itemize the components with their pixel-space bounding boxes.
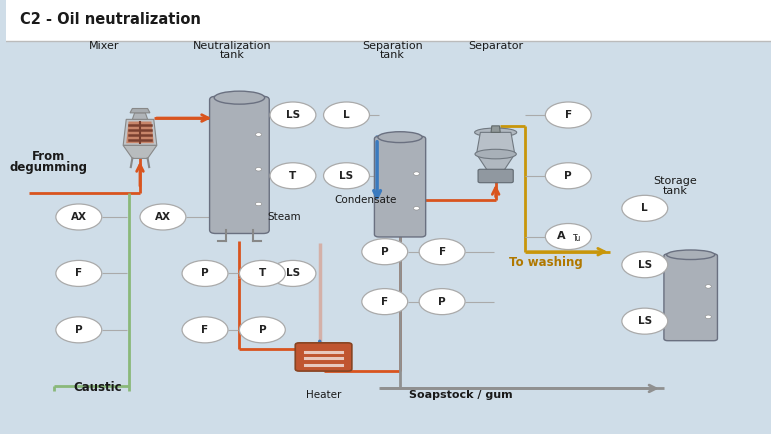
Circle shape <box>324 102 369 128</box>
Polygon shape <box>491 126 500 132</box>
Polygon shape <box>133 113 147 119</box>
Text: Storage: Storage <box>654 176 697 187</box>
Ellipse shape <box>214 91 264 104</box>
Circle shape <box>270 260 316 286</box>
Text: LS: LS <box>286 110 300 120</box>
Text: LS: LS <box>638 260 651 270</box>
Circle shape <box>270 102 316 128</box>
Polygon shape <box>476 154 515 171</box>
Text: Separator: Separator <box>468 40 524 51</box>
Circle shape <box>140 204 186 230</box>
Text: Tu: Tu <box>574 234 581 243</box>
Text: degumming: degumming <box>9 161 87 174</box>
Text: Steam: Steam <box>267 212 301 222</box>
Polygon shape <box>126 122 153 143</box>
Text: P: P <box>381 247 389 257</box>
Text: LS: LS <box>638 316 651 326</box>
Circle shape <box>270 163 316 189</box>
Text: AX: AX <box>71 212 87 222</box>
Circle shape <box>362 239 408 265</box>
FancyBboxPatch shape <box>375 136 426 237</box>
Text: A: A <box>557 230 566 241</box>
Circle shape <box>240 317 285 343</box>
Text: From: From <box>32 150 65 163</box>
Text: Condensate: Condensate <box>335 194 397 205</box>
Circle shape <box>413 207 419 210</box>
Ellipse shape <box>475 128 517 137</box>
Text: tank: tank <box>663 186 688 196</box>
Text: Separation: Separation <box>362 40 423 51</box>
Polygon shape <box>476 132 515 154</box>
Circle shape <box>240 260 285 286</box>
Circle shape <box>545 102 591 128</box>
Circle shape <box>182 260 228 286</box>
Text: LS: LS <box>339 171 354 181</box>
Ellipse shape <box>475 149 517 159</box>
FancyBboxPatch shape <box>295 343 352 371</box>
Text: P: P <box>438 296 446 307</box>
Text: F: F <box>76 268 82 279</box>
FancyBboxPatch shape <box>664 254 718 341</box>
Polygon shape <box>123 145 157 158</box>
Circle shape <box>56 204 102 230</box>
Circle shape <box>56 317 102 343</box>
Polygon shape <box>130 108 150 113</box>
Text: L: L <box>343 110 350 120</box>
Text: P: P <box>201 268 209 279</box>
Text: AX: AX <box>155 212 171 222</box>
Text: tank: tank <box>219 50 244 60</box>
Circle shape <box>362 289 408 315</box>
Text: T: T <box>259 268 266 279</box>
Circle shape <box>545 224 591 250</box>
Text: P: P <box>564 171 572 181</box>
Text: F: F <box>381 296 389 307</box>
Circle shape <box>324 163 369 189</box>
Circle shape <box>705 315 712 319</box>
Circle shape <box>182 317 228 343</box>
Text: Mixer: Mixer <box>89 40 120 51</box>
Text: T: T <box>289 171 297 181</box>
FancyBboxPatch shape <box>6 0 771 41</box>
Text: Heater: Heater <box>306 390 342 400</box>
Text: Neutralization: Neutralization <box>193 40 271 51</box>
Circle shape <box>255 133 261 136</box>
Circle shape <box>255 168 261 171</box>
Text: C2 - Oil neutralization: C2 - Oil neutralization <box>20 12 200 27</box>
Text: P: P <box>258 325 266 335</box>
Circle shape <box>56 260 102 286</box>
Text: F: F <box>201 325 209 335</box>
Text: Caustic: Caustic <box>73 381 123 394</box>
Ellipse shape <box>378 132 423 142</box>
Text: To washing: To washing <box>510 256 583 269</box>
Text: Soapstock / gum: Soapstock / gum <box>409 390 513 400</box>
FancyBboxPatch shape <box>210 96 269 233</box>
Text: P: P <box>75 325 82 335</box>
Circle shape <box>705 285 712 288</box>
Text: F: F <box>439 247 446 257</box>
Text: L: L <box>641 203 648 214</box>
Text: tank: tank <box>380 50 405 60</box>
Circle shape <box>545 163 591 189</box>
Text: F: F <box>564 110 572 120</box>
Circle shape <box>622 252 668 278</box>
Text: LS: LS <box>286 268 300 279</box>
Polygon shape <box>123 119 157 145</box>
Circle shape <box>419 289 465 315</box>
Circle shape <box>622 308 668 334</box>
Circle shape <box>255 202 261 206</box>
Circle shape <box>622 195 668 221</box>
Ellipse shape <box>667 250 715 260</box>
Circle shape <box>413 172 419 175</box>
FancyBboxPatch shape <box>478 169 513 183</box>
Circle shape <box>419 239 465 265</box>
